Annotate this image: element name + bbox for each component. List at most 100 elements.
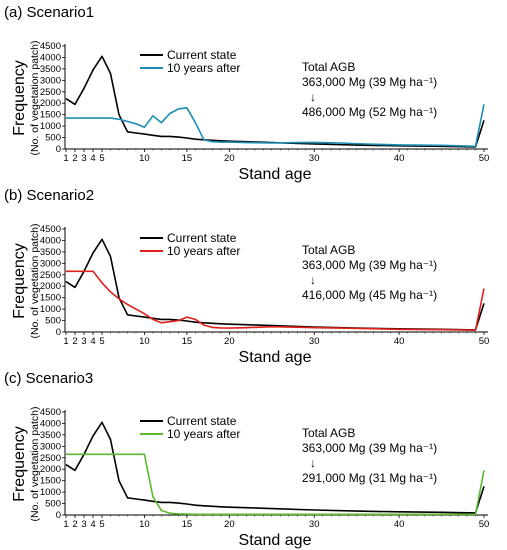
x-tick-label: 4 (90, 336, 95, 347)
y-tick-label: 3000 (40, 441, 61, 452)
agb-future: 416,000 Mg (45 Mg ha⁻¹) (302, 288, 437, 302)
y-tick-label: 500 (45, 316, 61, 327)
y-tick-label: 2000 (40, 281, 61, 292)
y-tick-label: 3000 (40, 75, 61, 86)
y-tick-label: 2000 (40, 464, 61, 475)
x-tick-label: 5 (99, 519, 104, 530)
y-tick-label: 1000 (40, 487, 61, 498)
y-axis-label: Frequency (11, 426, 28, 502)
y-tick-label: 2500 (40, 87, 61, 98)
y-tick-label: 1000 (40, 304, 61, 315)
scenario1-panel: (a) Scenario1 Frequency (No. of vegetation… (0, 0, 507, 183)
x-tick-label: 4 (90, 153, 95, 164)
y-tick-label: 0 (56, 144, 61, 155)
scenario3-panel: (c) Scenario3 Frequency (No. of vegetation… (0, 366, 507, 549)
x-tick-label: 10 (139, 153, 150, 164)
series-line-current-state (65, 238, 485, 331)
scenario2-panel: (b) Scenario2 Frequency (No. of vegetation… (0, 183, 507, 366)
legend-label: 10 years after (167, 61, 240, 75)
agb-arrow: ↓ (310, 456, 316, 470)
y-tick-label: 3500 (40, 64, 61, 75)
x-tick-label: 10 (139, 336, 150, 347)
x-tick-label: 20 (224, 519, 235, 530)
x-tick-label: 20 (224, 336, 235, 347)
chart-svg: (c) Scenario3 Frequency (No. of vegetation… (4, 370, 490, 549)
chart-svg: (a) Scenario1 Frequency (No. of vegetation… (4, 4, 490, 183)
chart-svg: (b) Scenario2 Frequency (No. of vegetation… (4, 187, 490, 366)
agb-arrow: ↓ (310, 273, 316, 287)
y-tick-label: 1500 (40, 293, 61, 304)
y-tick-label: 3000 (40, 258, 61, 269)
x-tick-label: 1 (63, 336, 68, 347)
x-tick-label: 15 (182, 336, 193, 347)
y-tick-label: 2500 (40, 270, 61, 281)
y-tick-label: 4500 (40, 41, 61, 52)
panel-title: (b) Scenario2 (4, 187, 94, 204)
x-tick-label: 30 (309, 153, 320, 164)
x-tick-label: 3 (81, 153, 86, 164)
x-tick-label: 1 (63, 519, 68, 530)
x-tick-label: 2 (72, 153, 77, 164)
agb-title: Total AGB (302, 426, 355, 440)
x-tick-label: 50 (479, 519, 490, 530)
y-tick-label: 4500 (40, 407, 61, 418)
y-tick-label: 1500 (40, 110, 61, 121)
x-tick-label: 2 (72, 336, 77, 347)
panel-title: (a) Scenario1 (4, 4, 94, 21)
x-axis-label: Stand age (239, 349, 312, 366)
x-tick-label: 5 (99, 336, 104, 347)
y-tick-label: 1500 (40, 476, 61, 487)
y-tick-label: 0 (56, 327, 61, 338)
y-tick-label: 1000 (40, 121, 61, 132)
series-line-current-state (65, 55, 485, 148)
x-tick-label: 50 (479, 153, 490, 164)
y-axis-sublabel: (No. of vegetation patch) (29, 41, 41, 156)
y-axis-sublabel: (No. of vegetation patch) (29, 407, 41, 522)
x-tick-label: 50 (479, 336, 490, 347)
y-tick-label: 4000 (40, 418, 61, 429)
agb-future: 291,000 Mg (31 Mg ha⁻¹) (302, 471, 437, 485)
x-tick-label: 15 (182, 153, 193, 164)
x-tick-label: 3 (81, 336, 86, 347)
y-tick-label: 3500 (40, 430, 61, 441)
y-tick-label: 2500 (40, 453, 61, 464)
y-tick-label: 3500 (40, 247, 61, 258)
panel-title: (c) Scenario3 (4, 370, 93, 387)
series-line-ten-years-after (66, 453, 485, 516)
y-tick-label: 500 (45, 133, 61, 144)
legend-label: 10 years after (167, 427, 240, 441)
legend-label: Current state (167, 231, 237, 245)
y-axis-label: Frequency (11, 243, 28, 319)
series-line-current-state (65, 421, 485, 514)
agb-current: 363,000 Mg (39 Mg ha⁻¹) (302, 258, 437, 272)
x-tick-label: 15 (182, 519, 193, 530)
x-tick-label: 30 (309, 519, 320, 530)
x-tick-label: 3 (81, 519, 86, 530)
x-tick-label: 1 (63, 153, 68, 164)
agb-current: 363,000 Mg (39 Mg ha⁻¹) (302, 75, 437, 89)
series-line-ten-years-after (66, 270, 485, 331)
x-tick-label: 40 (394, 153, 405, 164)
x-tick-label: 30 (309, 336, 320, 347)
legend-label: 10 years after (167, 244, 240, 258)
x-tick-label: 5 (99, 153, 104, 164)
y-axis-sublabel: (No. of vegetation patch) (29, 224, 41, 339)
y-axis-label: Frequency (11, 60, 28, 136)
y-tick-label: 4500 (40, 224, 61, 235)
y-tick-label: 500 (45, 499, 61, 510)
legend-label: Current state (167, 414, 237, 428)
x-tick-label: 20 (224, 153, 235, 164)
series-line-ten-years-after (66, 104, 485, 148)
legend-label: Current state (167, 48, 237, 62)
x-axis-label: Stand age (239, 532, 312, 549)
agb-current: 363,000 Mg (39 Mg ha⁻¹) (302, 441, 437, 455)
agb-title: Total AGB (302, 60, 355, 74)
y-tick-label: 2000 (40, 98, 61, 109)
x-tick-label: 2 (72, 519, 77, 530)
x-tick-label: 40 (394, 519, 405, 530)
x-tick-label: 4 (90, 519, 95, 530)
y-tick-label: 0 (56, 510, 61, 521)
x-axis-label: Stand age (239, 166, 312, 183)
x-tick-label: 10 (139, 519, 150, 530)
agb-arrow: ↓ (310, 90, 316, 104)
